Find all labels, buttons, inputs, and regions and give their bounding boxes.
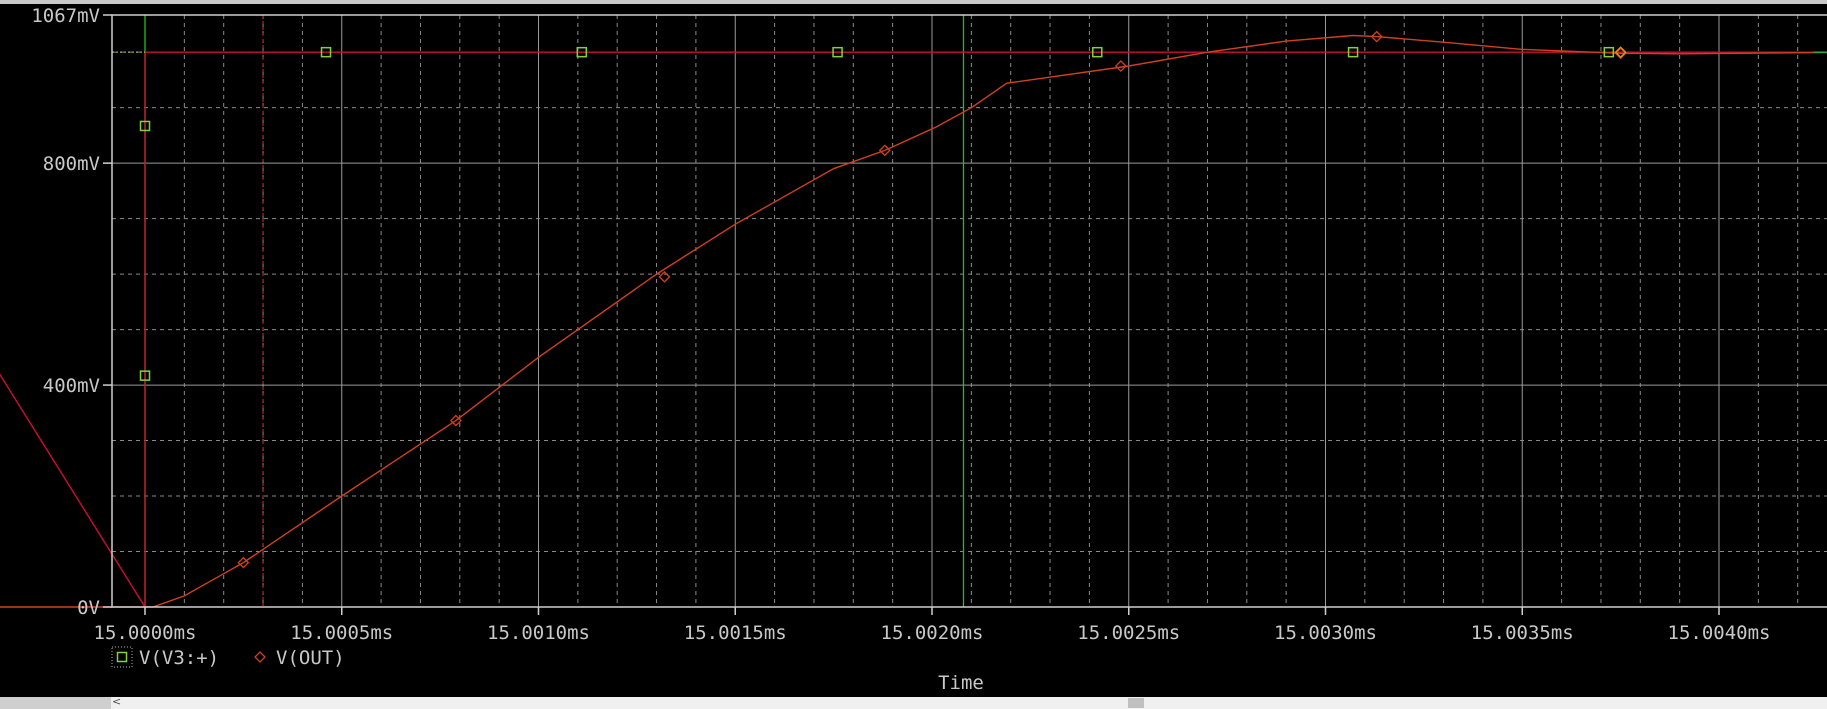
data-point-marker <box>576 46 588 58</box>
x-tick-label: 15.0010ms <box>487 622 590 644</box>
data-point-marker <box>1114 60 1127 72</box>
data-point-marker <box>320 46 332 58</box>
data-point-marker <box>449 414 462 427</box>
x-tick-label: 15.0020ms <box>881 622 984 644</box>
data-point-marker <box>1370 30 1383 43</box>
y-tick-label: 800mV <box>43 153 100 175</box>
x-tick-label: 15.0015ms <box>684 622 787 644</box>
x-tick-label: 15.0005ms <box>290 622 393 644</box>
data-point-marker <box>1347 46 1359 58</box>
legend-square-icon <box>116 651 128 663</box>
x-tick-label: 15.0035ms <box>1471 622 1574 644</box>
y-tick-label: 400mV <box>43 375 100 397</box>
y-tick-label: 1067mV <box>31 5 100 27</box>
series-line-2 <box>0 34 1827 608</box>
horizontal-scrollbar[interactable]: < <box>0 695 1827 709</box>
scrollbar-thumb[interactable] <box>1128 698 1144 708</box>
x-tick-label: 15.0040ms <box>1668 622 1771 644</box>
window-top-border <box>0 0 1827 4</box>
series-traces <box>0 34 1827 610</box>
legend-label-1: V(V3:+) <box>139 647 219 669</box>
series-markers <box>139 30 1627 569</box>
tick-labels: 0V 400mV 800mV 1067mV 15.0000ms 15.0005ms 15.0… <box>31 5 1770 644</box>
x-tick-label: 15.0025ms <box>1077 622 1180 644</box>
scroll-left-arrow-icon[interactable]: < <box>112 695 122 708</box>
data-point-marker <box>1614 47 1627 60</box>
x-tick-label: 15.0000ms <box>94 622 197 644</box>
cursor-lines <box>144 15 965 607</box>
data-point-marker <box>878 144 891 157</box>
legend-label-2: V(OUT) <box>276 647 345 669</box>
plot-frame-rect <box>111 14 1827 608</box>
y-tick-label: 0V <box>77 597 100 619</box>
x-axis-label: Time <box>938 672 984 694</box>
x-tick-label: 15.0030ms <box>1274 622 1377 644</box>
data-point-marker <box>139 120 151 132</box>
legend-diamond-icon <box>254 651 266 663</box>
data-point-marker <box>658 270 671 283</box>
data-point-marker <box>1603 46 1615 58</box>
data-point-marker <box>832 46 843 58</box>
series-line-1 <box>0 51 1827 610</box>
legend[interactable]: V(V3:+) V(OUT) <box>111 646 345 669</box>
data-point-marker <box>139 370 151 381</box>
data-point-marker <box>237 556 250 569</box>
scrollbar-left-track <box>0 697 111 709</box>
grid-lines <box>112 15 1827 607</box>
data-point-marker <box>1614 46 1627 59</box>
legend-focus-box <box>111 646 133 668</box>
data-point-marker <box>1092 46 1103 58</box>
plot-frame <box>103 14 1827 615</box>
